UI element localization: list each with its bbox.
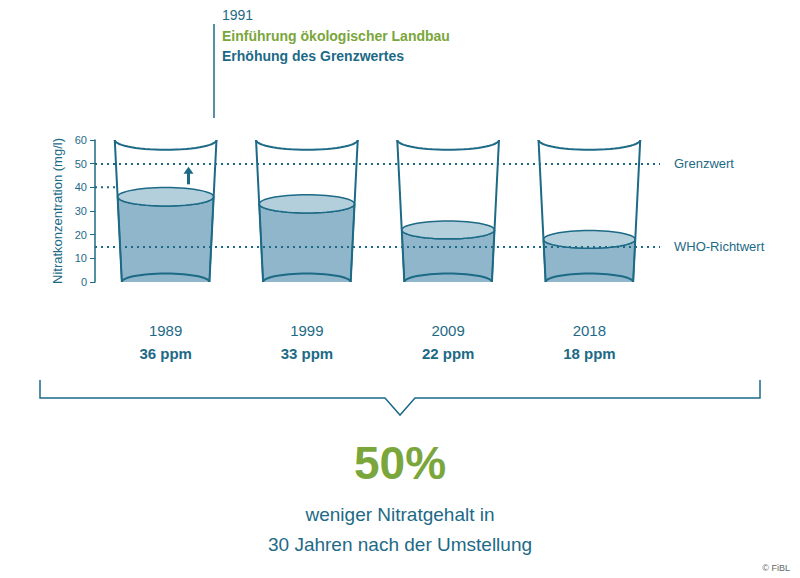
svg-text:1991: 1991 (222, 7, 253, 23)
svg-text:40: 40 (75, 181, 87, 193)
svg-text:50%: 50% (354, 437, 446, 489)
svg-text:22 ppm: 22 ppm (422, 345, 475, 362)
svg-text:© FiBL: © FiBL (762, 563, 790, 573)
svg-text:2018: 2018 (573, 322, 606, 339)
svg-text:30 Jahren nach der Umstellung: 30 Jahren nach der Umstellung (268, 534, 532, 555)
svg-text:20: 20 (75, 229, 87, 241)
svg-text:1989: 1989 (149, 322, 182, 339)
svg-text:10: 10 (75, 252, 87, 264)
svg-text:36 ppm: 36 ppm (139, 345, 192, 362)
svg-text:33 ppm: 33 ppm (281, 345, 334, 362)
svg-text:Nitratkonzentration (mg/l): Nitratkonzentration (mg/l) (50, 138, 65, 284)
svg-text:60: 60 (75, 134, 87, 146)
svg-text:weniger Nitratgehalt in: weniger Nitratgehalt in (304, 504, 494, 525)
svg-text:18 ppm: 18 ppm (563, 345, 616, 362)
svg-text:30: 30 (75, 205, 87, 217)
svg-text:Grenzwert: Grenzwert (674, 156, 734, 171)
svg-text:2009: 2009 (431, 322, 464, 339)
svg-text:Einführung ökologischer Landba: Einführung ökologischer Landbau (222, 28, 450, 44)
svg-text:1999: 1999 (290, 322, 323, 339)
svg-text:WHO-Richtwert: WHO-Richtwert (674, 239, 765, 254)
svg-text:0: 0 (81, 276, 87, 288)
svg-text:50: 50 (75, 158, 87, 170)
svg-text:Erhöhung des Grenzwertes: Erhöhung des Grenzwertes (222, 48, 404, 64)
